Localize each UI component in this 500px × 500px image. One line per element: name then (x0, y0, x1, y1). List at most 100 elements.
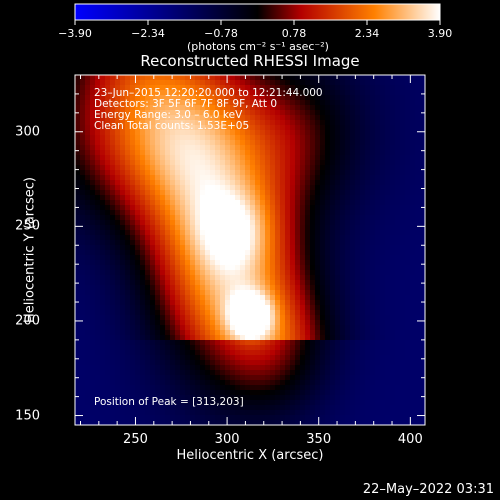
heatmap-cell (225, 195, 231, 201)
heatmap-cell (400, 410, 406, 416)
heatmap-cell (385, 165, 391, 171)
heatmap-cell (100, 420, 106, 425)
heatmap-cell (235, 155, 241, 161)
heatmap-cell (180, 410, 186, 416)
heatmap-cell (125, 245, 131, 251)
heatmap-cell (160, 145, 166, 151)
heatmap-cell (170, 405, 176, 411)
heatmap-cell (145, 185, 151, 191)
heatmap-cell (280, 355, 286, 361)
heatmap-cell (375, 315, 381, 321)
heatmap-cell (375, 335, 381, 341)
heatmap-cell (100, 170, 106, 176)
heatmap-cell (125, 320, 131, 326)
heatmap-cell (85, 245, 91, 251)
heatmap-cell (390, 190, 396, 196)
heatmap-cell (270, 160, 276, 166)
heatmap-cell (415, 385, 421, 391)
heatmap-cell (325, 140, 331, 146)
heatmap-cell (150, 140, 156, 146)
heatmap-cell (85, 390, 91, 396)
heatmap-cell (195, 395, 201, 401)
heatmap-cell (310, 175, 316, 181)
heatmap-cell (200, 375, 206, 381)
heatmap-cell (90, 220, 96, 226)
heatmap-cell (80, 310, 86, 316)
heatmap-cell (115, 285, 121, 291)
heatmap-cell (255, 75, 261, 81)
heatmap-cell (275, 370, 281, 376)
heatmap-cell (255, 260, 261, 266)
heatmap-cell (255, 180, 261, 186)
heatmap-cell (365, 310, 371, 316)
heatmap-cell (150, 190, 156, 196)
heatmap-cell (205, 340, 211, 346)
heatmap-cell (175, 80, 181, 86)
heatmap-cell (190, 310, 196, 316)
heatmap-cell (345, 365, 351, 371)
heatmap-cell (145, 420, 151, 425)
heatmap-cell (145, 260, 151, 266)
heatmap-cell (135, 415, 141, 421)
heatmap-cell (340, 420, 346, 425)
heatmap-cell (330, 90, 336, 96)
heatmap-cell (115, 305, 121, 311)
heatmap-cell (395, 235, 401, 241)
heatmap-cell (95, 275, 101, 281)
heatmap-cell (145, 230, 151, 236)
heatmap-cell (265, 360, 271, 366)
heatmap-cell (275, 140, 281, 146)
heatmap-cell (340, 160, 346, 166)
heatmap-cell (80, 275, 86, 281)
heatmap-cell (130, 80, 136, 86)
heatmap-cell (275, 345, 281, 351)
heatmap-cell (135, 135, 141, 141)
heatmap-cell (390, 200, 396, 206)
heatmap-cell (240, 220, 246, 226)
heatmap-cell (305, 390, 311, 396)
heatmap-cell (295, 240, 301, 246)
heatmap-cell (255, 255, 261, 261)
heatmap-cell (110, 270, 116, 276)
heatmap-cell (275, 90, 281, 96)
heatmap-cell (260, 340, 266, 346)
heatmap-cell (380, 245, 386, 251)
heatmap-cell (85, 300, 91, 306)
heatmap-cell (280, 295, 286, 301)
heatmap-cell (320, 295, 326, 301)
heatmap-cell (345, 195, 351, 201)
heatmap-cell (370, 345, 376, 351)
heatmap-cell (215, 210, 221, 216)
heatmap-cell (310, 305, 316, 311)
heatmap-cell (395, 330, 401, 336)
heatmap-cell (75, 320, 81, 326)
heatmap-cell (285, 200, 291, 206)
heatmap-cell (405, 350, 411, 356)
heatmap-cell (340, 120, 346, 126)
heatmap-cell (85, 320, 91, 326)
heatmap-cell (75, 370, 81, 376)
heatmap-cell (80, 320, 86, 326)
heatmap-cell (265, 170, 271, 176)
heatmap-cell (370, 205, 376, 211)
heatmap-cell (225, 165, 231, 171)
heatmap-cell (160, 420, 166, 425)
heatmap-cell (130, 400, 136, 406)
heatmap-cell (200, 80, 206, 86)
heatmap-cell (355, 360, 361, 366)
heatmap-cell (250, 265, 256, 271)
heatmap-cell (185, 275, 191, 281)
heatmap-cell (395, 355, 401, 361)
heatmap-cell (180, 100, 186, 106)
heatmap-cell (170, 250, 176, 256)
heatmap-cell (350, 250, 356, 256)
heatmap-cell (370, 390, 376, 396)
heatmap-cell (255, 380, 261, 386)
heatmap-cell (320, 360, 326, 366)
heatmap-cell (140, 410, 146, 416)
heatmap-cell (80, 205, 86, 211)
heatmap-cell (290, 110, 296, 116)
heatmap-cell (160, 380, 166, 386)
heatmap-cell (350, 365, 356, 371)
heatmap-cell (335, 170, 341, 176)
